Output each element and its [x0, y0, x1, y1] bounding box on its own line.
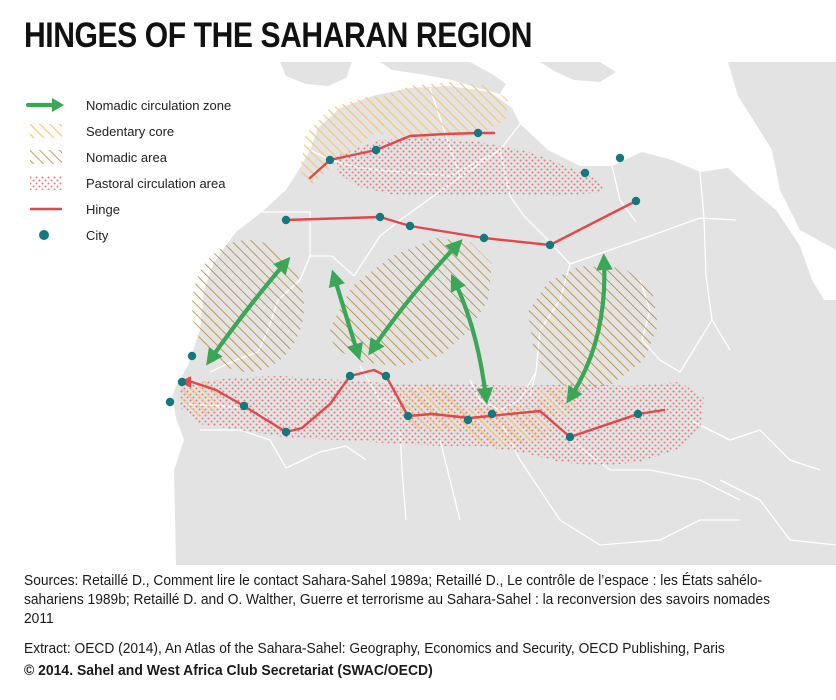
legend-item-pastoral-area: Pastoral circulation area [26, 170, 266, 196]
nomadic-arrow-central [368, 239, 463, 356]
nomadic-arrow-central-left [328, 269, 363, 361]
legend-item-nomadic-circulation: Nomadic circulation zone [26, 92, 266, 118]
yellow-hatch-icon [30, 124, 62, 138]
southern-europe [280, 62, 616, 94]
city-marker [631, 196, 641, 206]
city-marker [545, 240, 555, 250]
green-arrow-icon [26, 98, 64, 112]
legend-label: Nomadic circulation zone [86, 97, 232, 113]
legend-label: Sedentary core [86, 123, 175, 139]
city-marker [473, 128, 483, 138]
city-marker [165, 397, 175, 407]
city-marker [381, 371, 391, 381]
brown-hatch-icon [30, 150, 62, 164]
legend-label: Nomadic area [86, 149, 167, 165]
map-canvas [165, 62, 836, 565]
pastoral-area-north [336, 138, 604, 196]
hinge-middle [284, 199, 638, 247]
city-marker [187, 351, 197, 361]
city-marker [375, 212, 385, 222]
city-marker [371, 145, 381, 155]
legend-item-nomadic-area: Nomadic area [26, 144, 266, 170]
map-title: HINGES OF THE SAHARAN REGION [24, 16, 533, 55]
sedentary-core-maghreb [372, 82, 508, 140]
legend-label: Pastoral circulation area [86, 175, 226, 191]
nomadic-circulation-zones [206, 239, 613, 405]
extract-text: Extract: OECD (2014), An Atlas of the Sa… [24, 641, 725, 657]
sources-text: Sources: Retaillé D., Comment lire le co… [24, 573, 771, 627]
teal-dot-icon [39, 230, 49, 240]
red-line-icon [30, 207, 62, 211]
hinge-sahel [179, 368, 666, 439]
city-marker [463, 415, 473, 425]
sedentary-core-morocco [300, 96, 392, 186]
middle-east [728, 62, 836, 250]
nomadic-arrow-central-right [450, 273, 494, 405]
city-marker [633, 409, 643, 419]
city-marker [325, 155, 335, 165]
city-marker [281, 215, 291, 225]
city-marker [615, 153, 625, 163]
legend-label: City [86, 227, 109, 243]
copyright-text: © 2014. Sahel and West Africa Club Secre… [24, 662, 433, 679]
nomadic-arrow-west [206, 256, 291, 366]
map-legend: Nomadic circulation zone Sedentary core … [26, 92, 266, 248]
legend-item-hinge: Hinge [26, 196, 266, 222]
city-marker [403, 411, 413, 421]
cities [165, 128, 643, 442]
city-marker [281, 427, 291, 437]
nomadic-arrow-east [566, 253, 613, 404]
legend-item-sedentary-core: Sedentary core [26, 118, 266, 144]
legend-label: Hinge [86, 201, 120, 217]
city-marker [239, 401, 249, 411]
city-marker [177, 377, 187, 387]
city-marker [565, 432, 575, 442]
red-dots-icon [30, 176, 62, 190]
city-marker [487, 409, 497, 419]
city-marker [405, 221, 415, 231]
legend-item-city: City [26, 222, 266, 248]
city-marker [479, 233, 489, 243]
city-marker [345, 371, 355, 381]
city-marker [580, 168, 590, 178]
